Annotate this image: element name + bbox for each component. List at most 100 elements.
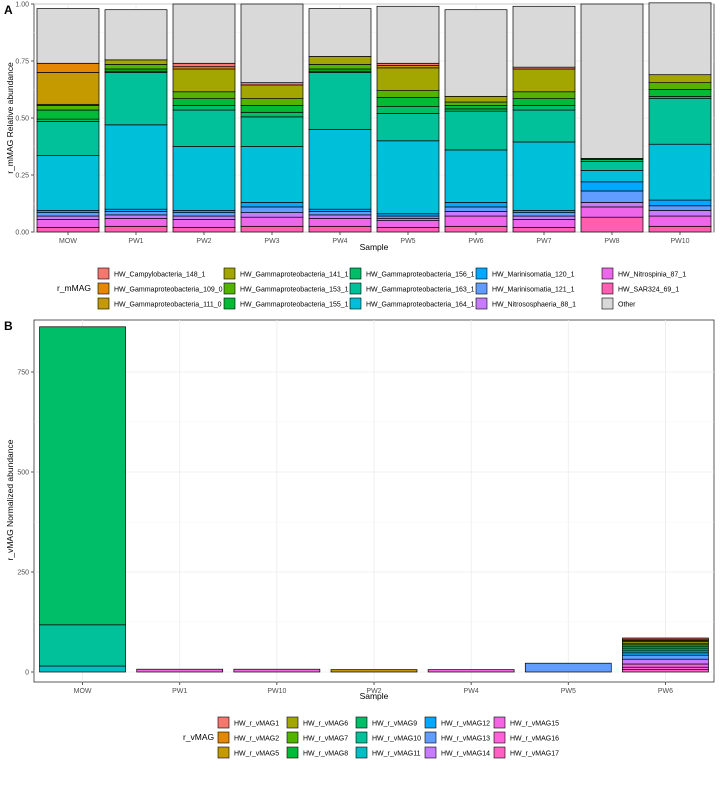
panel-a-bar-segment: PW5 — Other: 0.25 xyxy=(376,5,440,64)
panel-b-legend-item: HW_r_vMAG16 xyxy=(493,731,559,744)
panel-a-bar-segment: PW3 — HW_Gammaproteobacteria_141_1: 0.06 xyxy=(240,84,304,99)
panel-a-legend-label: HW_Marinisomatia_121_1 xyxy=(492,287,575,294)
panel-a-bar-segment: PW3 — HW_Gammaproteobacteria_164_1: 0.24… xyxy=(240,146,304,203)
panel-a-bar-segment: PW6 — HW_Gammaproteobacteria_153_1: 0.01… xyxy=(444,101,508,106)
panel-a-x-ticks: MOW PW1 PW2 PW3 PW4 PW5 PW6 PW7 PW8 PW10 xyxy=(59,232,690,245)
panel-a-label: A xyxy=(4,3,13,17)
panel-a-bar-segment: PW7 — HW_Gammaproteobacteria_141_1: 0.1 xyxy=(512,68,576,93)
panel-b-legend-swatch xyxy=(286,716,299,729)
panel-a-bar-segment: PW7 — HW_Gammaproteobacteria_163_1: 0.14 xyxy=(512,109,576,143)
panel-a-bar-segment: PW6 — HW_Marinisomatia_120_1: 0.02 xyxy=(444,202,508,208)
panel-a-legend-label: Other xyxy=(618,302,636,309)
panel-a-legend-swatch xyxy=(475,282,488,295)
panel-b-legend-item: HW_r_vMAG11 xyxy=(355,746,421,759)
panel-a-bar-segment: PW6 — HW_Marinisomatia_121_1: 0.02 xyxy=(444,206,508,212)
panel-b-y-tick-label: 750 xyxy=(17,370,29,377)
panel-a-y-axis-title: r_mMAG Relative abundance xyxy=(5,62,15,174)
panel-a-bar-segment: PW3 — HW_SAR324_69_1: 0.025 xyxy=(240,225,304,233)
panel-a-bar-segment: PW1 — HW_SAR324_69_1: 0.025 xyxy=(104,225,168,233)
panel-a-legend-item: HW_Gammaproteobacteria_156_1 xyxy=(349,267,475,280)
panel-a-bar-segment: PW7 — HW_Gammaproteobacteria_156_1: 0.02 xyxy=(512,105,576,111)
panel-a-bar-segment: MOW — HW_Gammaproteobacteria_111_0: 0.14 xyxy=(36,72,100,105)
panel-a-bar-segment: PW1 — HW_Gammaproteobacteria_153_1: 0.02 xyxy=(104,64,168,70)
panel-a-x-tick-label: PW5 xyxy=(400,238,415,245)
panel-a-bar-segment: PW4 — HW_Gammaproteobacteria_164_1: 0.35 xyxy=(308,129,372,210)
panel-a-bar-segment: PW6 — HW_Gammaproteobacteria_155_1: 0.01… xyxy=(444,105,508,110)
panel-b-legend-swatch xyxy=(217,716,230,729)
panel-a-bar-segment: PW8 — HW_Marinisomatia_121_1: 0.05 xyxy=(580,190,644,203)
panel-a-bar-segment: PW7 — HW_Gammaproteobacteria_155_1: 0.03 xyxy=(512,98,576,106)
panel-b-legend-swatch xyxy=(217,746,230,759)
panel-a-bar-segment: PW8 — HW_Nitrospinia_87_1: 0.045 xyxy=(580,206,644,218)
panel-b-x-tick-label: PW10 xyxy=(267,688,286,695)
panel-b-legend-swatch xyxy=(424,746,437,759)
panel-b-legend-swatch xyxy=(286,746,299,759)
panel-a-bar-segment: PW4 — HW_Marinisomatia_121_1: 0.015 xyxy=(308,211,372,216)
panel-b-legend-item: HW_r_vMAG7 xyxy=(286,731,348,744)
panel-b-legend-swatch xyxy=(355,716,368,729)
panel-a-bar-segment: MOW — HW_SAR324_69_1: 0.02 xyxy=(36,227,100,233)
panel-a-legend-swatch xyxy=(97,282,110,295)
panel-b-legend-label: HW_r_vMAG16 xyxy=(510,736,559,743)
panel-a-bar-segment: PW5 — HW_Gammaproteobacteria_155_1: 0.04 xyxy=(376,97,440,107)
panel-a-bar-segment: MOW — HW_Gammaproteobacteria_164_1: 0.24 xyxy=(36,155,100,211)
panel-a-legend-swatch xyxy=(223,297,236,310)
panel-a-bar-segment: PW7 — HW_Gammaproteobacteria_164_1: 0.3 xyxy=(512,141,576,211)
panel-b-legend: r_vMAG HW_r_vMAG1 HW_r_vMAG2 HW_r_vMAG5 HW_… xyxy=(183,716,559,759)
panel-b-bar-segment: PW6 — HW_r_vMAG1: 3 xyxy=(622,637,709,640)
panel-a-bar-segment: PW3 — HW_Gammaproteobacteria_156_1: 0.02 xyxy=(240,111,304,118)
panel-a-bar-segment: PW8 — HW_Gammaproteobacteria_163_1: 0.04 xyxy=(580,160,644,171)
panel-a-legend: r_mMAG HW_Campylobacteria_148_1 HW_Gammap… xyxy=(57,267,686,310)
panel-a-legend-swatch xyxy=(223,282,236,295)
panel-b-legend-item: HW_r_vMAG8 xyxy=(286,746,348,759)
panel-a-bar-segment: PW10 — HW_Gammaproteobacteria_163_1: 0.2 xyxy=(648,98,712,145)
panel-b-legend-swatch xyxy=(286,731,299,744)
panel-a-bar-segment: PW5 — HW_Gammaproteobacteria_164_1: 0.32 xyxy=(376,140,440,215)
panel-a-legend-item: HW_Gammaproteobacteria_111_0 xyxy=(97,297,222,310)
panel-b-legend-item: HW_r_vMAG15 xyxy=(493,716,559,729)
panel-a-legend-title: r_mMAG xyxy=(57,283,91,293)
panel-a-bar-segment: PW6 — HW_Nitrososphaeria_88_1: 0.02 xyxy=(444,211,508,217)
panel-a-bar-segment: MOW — HW_Gammaproteobacteria_155_1: 0.04 xyxy=(36,109,100,120)
panel-a-bar-segment: MOW — HW_Gammaproteobacteria_163_1: 0.15 xyxy=(36,121,100,156)
panel-b-bar-segment: MOW — HW_r_vMAG11: 15 xyxy=(39,665,126,673)
panel-b-legend-swatch xyxy=(493,746,506,759)
panel-a-legend-item: HW_Nitrospinia_87_1 xyxy=(601,267,686,280)
panel-b-bar-segment: MOW — HW_r_vMAG10: 103 xyxy=(39,624,126,667)
panel-a-legend-item: HW_Nitrososphaeria_88_1 xyxy=(475,297,576,310)
panel-a-y-tick-label: 0.00 xyxy=(15,230,29,237)
panel-a-legend-label: HW_SAR324_69_1 xyxy=(618,287,679,294)
panel-a-bar-segment: PW10 — HW_Gammaproteobacteria_164_1: 0.2… xyxy=(648,143,712,201)
panel-a-bar-segment: MOW — Other: 0.24 xyxy=(36,8,100,64)
panel-b-legend-label: HW_r_vMAG8 xyxy=(303,751,348,758)
panel-a-bar-segment: PW2 — HW_SAR324_69_1: 0.02 xyxy=(172,227,236,233)
panel-b-legend-item: HW_r_vMAG12 xyxy=(424,716,490,729)
panel-a-legend-label: HW_Gammaproteobacteria_155_1 xyxy=(240,302,349,309)
panel-b-legend-label: HW_r_vMAG9 xyxy=(372,721,417,728)
panel-a-x-tick-label: PW1 xyxy=(128,238,143,245)
panel-b-x-tick-label: MOW xyxy=(74,688,92,695)
panel-b-bar-segment: PW6 — HW_r_vMAG15: 8 xyxy=(622,663,709,668)
panel-a-bar-segment: PW2 — HW_Marinisomatia_121_1: 0.015 xyxy=(172,212,236,217)
panel-a-bar-segment: PW4 — HW_Nitrososphaeria_88_1: 0.015 xyxy=(308,214,372,219)
panel-a-legend-label: HW_Gammaproteobacteria_153_1 xyxy=(240,287,349,294)
panel-a-x-tick-label: PW2 xyxy=(196,238,211,245)
panel-b: B MOW — HW_r_vMAG11: 15MOW — HW_r_vMAG10… xyxy=(4,319,715,759)
panel-a-bar-segment: PW6 — HW_Gammaproteobacteria_164_1: 0.23 xyxy=(444,149,508,203)
panel-b-legend-title: r_vMAG xyxy=(183,732,214,742)
panel-b-legend-label: HW_r_vMAG2 xyxy=(234,736,279,743)
panel-a-bar-segment: PW6 — HW_Nitrospinia_87_1: 0.045 xyxy=(444,215,508,227)
panel-a-bar-segment: PW2 — HW_Gammaproteobacteria_156_1: 0.02 xyxy=(172,105,236,111)
panel-a-bar-segment: PW1 — HW_Nitrososphaeria_88_1: 0.015 xyxy=(104,214,168,219)
panel-b-bar-segment: PW6 — HW_r_vMAG12: 6 xyxy=(622,652,709,656)
panel-a-legend-label: HW_Nitrospinia_87_1 xyxy=(618,272,686,279)
panel-b-gridlines xyxy=(34,320,714,682)
panel-a-bar-segment: PW2 — HW_Campylobacteria_148_1: 0.015 xyxy=(172,62,236,68)
panel-a-bar-segment: PW3 — HW_Gammaproteobacteria_153_1: 0.03 xyxy=(240,98,304,106)
panel-b-bars: MOW — HW_r_vMAG11: 15MOW — HW_r_vMAG10: … xyxy=(39,326,709,673)
panel-a-bar-segment: PW8 — HW_Nitrososphaeria_88_1: 0.02 xyxy=(580,202,644,208)
panel-a-legend-item: HW_Gammaproteobacteria_109_0 xyxy=(97,282,223,295)
panel-a-bar-segment: PW10 — HW_Gammaproteobacteria_155_1: 0.0… xyxy=(648,89,712,97)
panel-b-legend-item: HW_r_vMAG14 xyxy=(424,746,490,759)
panel-a-legend-item: HW_SAR324_69_1 xyxy=(601,282,679,295)
